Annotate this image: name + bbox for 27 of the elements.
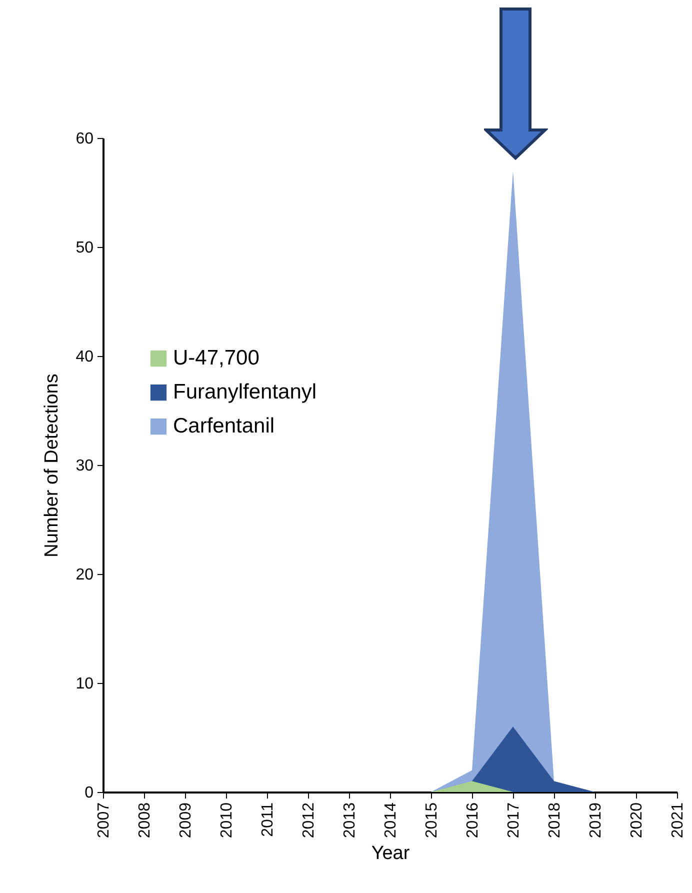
x-tick-label: 2014 bbox=[382, 802, 400, 838]
x-tick-label: 2008 bbox=[136, 802, 154, 838]
y-tick-label: 60 bbox=[76, 130, 94, 148]
x-tick-label: 2007 bbox=[96, 802, 112, 838]
x-tick-label: 2015 bbox=[424, 802, 440, 838]
x-tick-label: 2021 bbox=[670, 802, 686, 838]
x-tick-label: 2017 bbox=[506, 802, 522, 838]
y-axis-title: Number of Detections bbox=[42, 374, 63, 558]
y-tick-label: 30 bbox=[76, 458, 94, 474]
x-tick-label: 2018 bbox=[546, 802, 564, 838]
legend-label: U-47,700 bbox=[173, 346, 260, 370]
y-tick-label: 0 bbox=[84, 784, 94, 802]
x-axis-title: Year bbox=[371, 843, 410, 864]
x-tick-label: 2012 bbox=[300, 802, 318, 838]
y-tick-label: 50 bbox=[76, 240, 94, 256]
x-tick-label: 2020 bbox=[628, 802, 646, 838]
y-tick-label: 10 bbox=[76, 676, 94, 692]
x-tick-label: 2009 bbox=[178, 802, 194, 838]
y-tick-label: 20 bbox=[76, 566, 94, 584]
x-tick-label: 2010 bbox=[218, 802, 236, 838]
x-tick-label: 2016 bbox=[464, 802, 482, 838]
x-tick-label: 2019 bbox=[588, 802, 604, 838]
x-tick-label: 2011 bbox=[260, 802, 276, 837]
legend-label: Furanylfentanyl bbox=[173, 380, 317, 404]
y-tick-label: 40 bbox=[76, 348, 94, 366]
legend-label: Carfentanil bbox=[173, 414, 275, 438]
x-tick-label: 2013 bbox=[342, 802, 358, 838]
